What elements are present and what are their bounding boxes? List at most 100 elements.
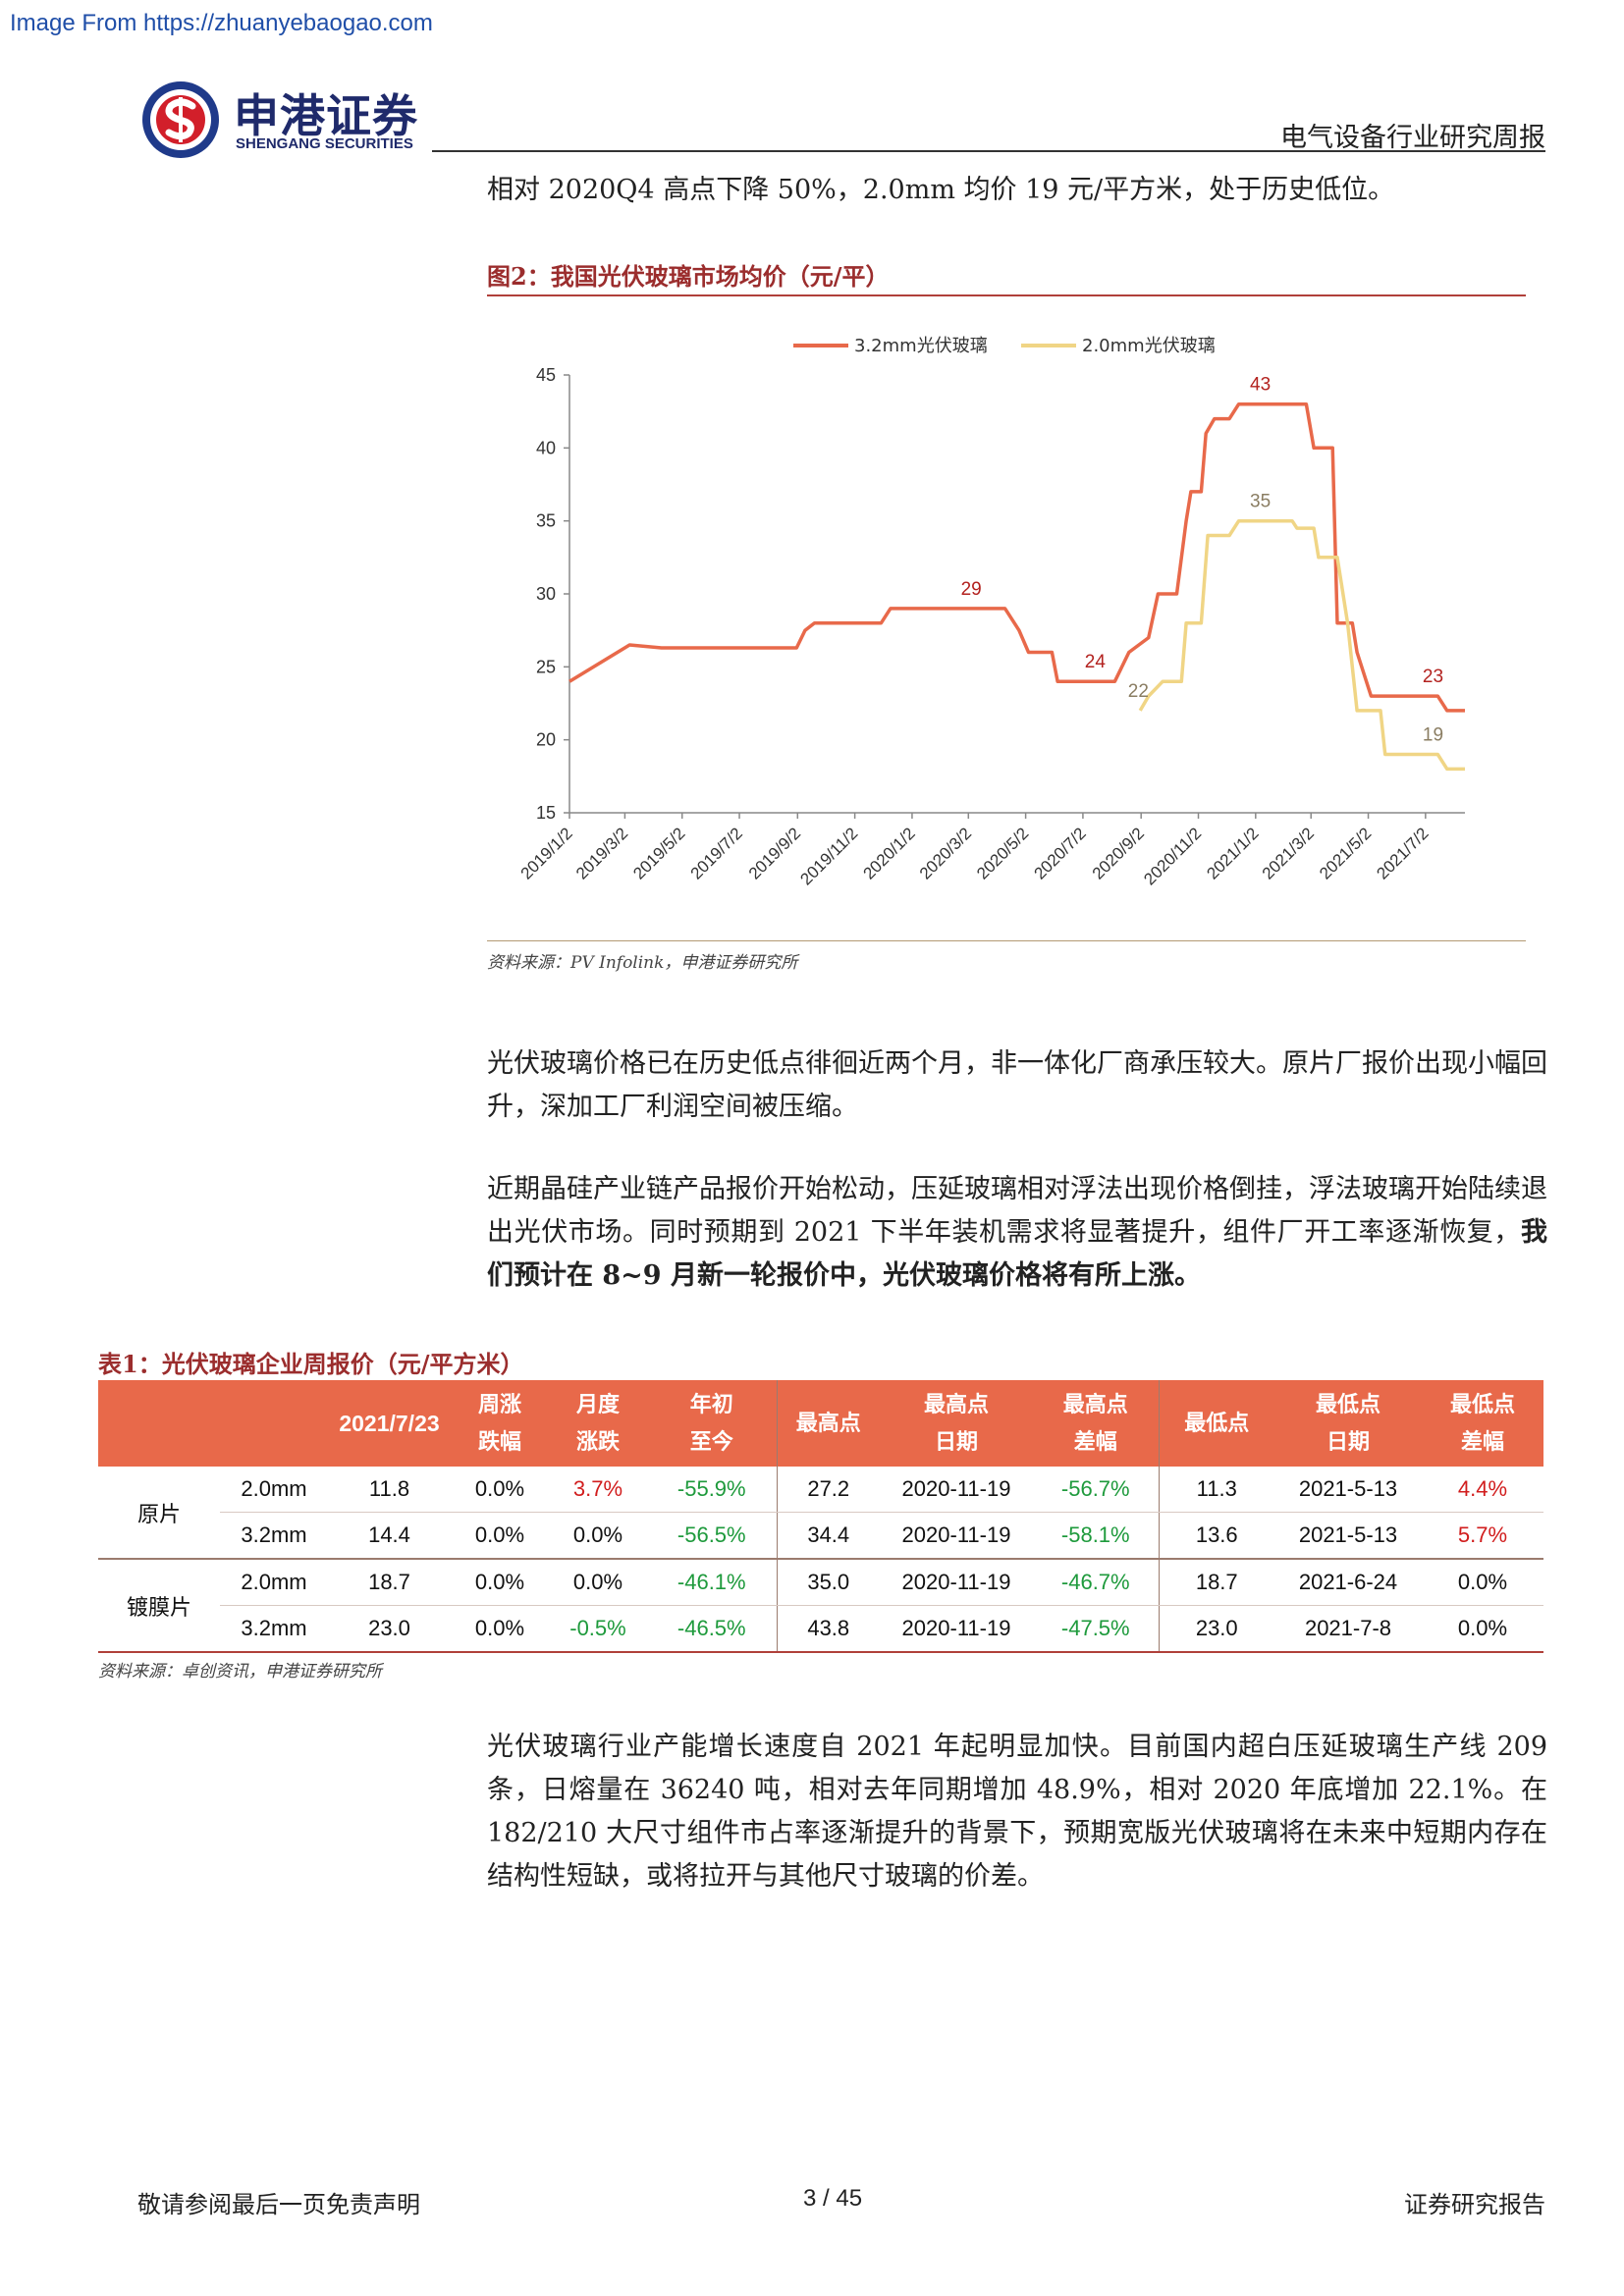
x-tick-label: 2021/7/2 xyxy=(1373,824,1432,882)
low-cell: 11.3 xyxy=(1158,1467,1274,1513)
logo-english-name: SHENGANG SECURITIES xyxy=(236,135,413,152)
spec-cell: 2.0mm xyxy=(220,1559,328,1606)
group-label-raw: 原片 xyxy=(98,1467,220,1560)
monthly-cell: 3.7% xyxy=(549,1467,647,1513)
x-tick-label: 2020/7/2 xyxy=(1031,824,1090,882)
glass-price-table: 2021/7/23 周涨 跌幅 月度 涨跌 年初 至今 最高点 最高点 日期 最高点 差幅… xyxy=(98,1380,1543,1653)
y-tick-label: 35 xyxy=(536,511,556,531)
high-date-cell: 2020-11-19 xyxy=(880,1512,1033,1560)
table-row: 镀膜片 2.0mm 18.7 0.0% 0.0% -46.1% 35.0 202… xyxy=(98,1559,1543,1653)
low-date-cell: 2021-5-13 xyxy=(1274,1467,1422,1513)
watermark: Image From https://zhuanyebaogao.com xyxy=(10,10,433,36)
table-row: 3.2mm 14.4 0.0% 0.0% -56.5% 34.4 2020-11… xyxy=(98,1512,1543,1560)
figure-top-rule xyxy=(487,294,1526,296)
low-cell: 18.7 xyxy=(1158,1559,1274,1606)
data-label: 22 xyxy=(1128,681,1149,702)
paragraph-1: 光伏玻璃价格已在历史低点徘徊近两个月，非一体化厂商承压较大。原片厂报价出现小幅回… xyxy=(487,1048,1547,1122)
price-cell: 11.8 xyxy=(328,1467,451,1513)
high-cell: 35.0 xyxy=(776,1559,880,1606)
low-date-cell: 2021-6-24 xyxy=(1274,1559,1422,1606)
monthly-cell: -0.5% xyxy=(549,1605,647,1653)
price-cell: 14.4 xyxy=(328,1512,451,1560)
high-cell: 34.4 xyxy=(776,1512,880,1560)
header-high-date: 最高点 日期 xyxy=(880,1380,1033,1467)
report-type-title: 电气设备行业研究周报 xyxy=(1280,123,1545,153)
data-label: 23 xyxy=(1423,667,1443,687)
x-tick-label: 2020/3/2 xyxy=(916,824,975,882)
data-label: 29 xyxy=(961,579,982,600)
chart-axes: 152025303540452019/1/22019/3/22019/5/220… xyxy=(517,365,1465,888)
high-date-cell: 2020-11-19 xyxy=(880,1605,1033,1653)
y-tick-label: 45 xyxy=(536,365,556,385)
figure-bottom-rule xyxy=(487,940,1526,941)
y-tick-label: 15 xyxy=(536,803,556,823)
weekly-cell: 0.0% xyxy=(451,1512,549,1560)
low-diff-cell: 4.4% xyxy=(1422,1467,1543,1513)
high-diff-cell: -46.7% xyxy=(1033,1559,1159,1606)
high-diff-cell: -56.7% xyxy=(1033,1467,1159,1513)
price-cell: 23.0 xyxy=(328,1605,451,1653)
weekly-cell: 0.0% xyxy=(451,1467,549,1513)
price-cell: 18.7 xyxy=(328,1559,451,1606)
x-tick-label: 2020/9/2 xyxy=(1089,824,1148,882)
figure-title: 图2：我国光伏玻璃市场均价（元/平） xyxy=(487,262,890,291)
ytd-cell: -46.1% xyxy=(647,1559,777,1606)
header-date: 2021/7/23 xyxy=(328,1380,451,1467)
legend-label: 2.0mm光伏玻璃 xyxy=(1082,336,1216,356)
high-cell: 43.8 xyxy=(776,1605,880,1653)
paragraph-3: 光伏玻璃行业产能增长速度自 2021 年起明显加快。目前国内超白压延玻璃生产线 … xyxy=(487,1732,1547,1892)
header-monthly: 月度 涨跌 xyxy=(549,1380,647,1467)
table-source: 资料来源：卓创资讯，申港证券研究所 xyxy=(98,1662,382,1682)
spec-cell: 3.2mm xyxy=(220,1512,328,1560)
footer-disclaimer: 敬请参阅最后一页免责声明 xyxy=(137,2191,420,2218)
logo-emblem-icon xyxy=(142,81,219,158)
data-label: 43 xyxy=(1250,375,1271,396)
header-low-diff: 最低点 差幅 xyxy=(1422,1380,1543,1467)
footer-report-label: 证券研究报告 xyxy=(1404,2191,1545,2218)
header-high: 最高点 xyxy=(776,1380,880,1467)
x-tick-label: 2019/9/2 xyxy=(745,824,804,882)
chart-legend: 3.2mm光伏玻璃 2.0mm光伏玻璃 xyxy=(793,336,1216,356)
x-tick-label: 2019/5/2 xyxy=(629,824,688,882)
high-date-cell: 2020-11-19 xyxy=(880,1467,1033,1513)
header-ytd: 年初 至今 xyxy=(647,1380,777,1467)
x-tick-label: 2020/5/2 xyxy=(973,824,1032,882)
high-diff-cell: -58.1% xyxy=(1033,1512,1159,1560)
weekly-cell: 0.0% xyxy=(451,1605,549,1653)
low-date-cell: 2021-7-8 xyxy=(1274,1605,1422,1653)
high-diff-cell: -47.5% xyxy=(1033,1605,1159,1653)
header-divider xyxy=(432,150,1545,152)
logo-chinese-name: 申港证券 xyxy=(234,89,418,142)
high-date-cell: 2020-11-19 xyxy=(880,1559,1033,1606)
header-group xyxy=(98,1380,220,1467)
low-diff-cell: 5.7% xyxy=(1422,1512,1543,1560)
table-header-row: 2021/7/23 周涨 跌幅 月度 涨跌 年初 至今 最高点 最高点 日期 最高点 差幅… xyxy=(98,1380,1543,1467)
header-spec xyxy=(220,1380,328,1467)
chart-series xyxy=(568,401,1465,772)
x-tick-label: 2020/1/2 xyxy=(860,824,919,882)
series-line-3-2mm xyxy=(568,401,1465,713)
header-high-diff: 最高点 差幅 xyxy=(1033,1380,1159,1467)
low-cell: 23.0 xyxy=(1158,1605,1274,1653)
x-tick-label: 2020/11/2 xyxy=(1140,824,1205,888)
price-line-chart: 3.2mm光伏玻璃 2.0mm光伏玻璃 15 20 25 30 35 40 45 2019/1/… xyxy=(517,336,1465,888)
low-diff-cell: 0.0% xyxy=(1422,1559,1543,1606)
table-title: 表1：光伏玻璃企业周报价（元/平方米） xyxy=(98,1350,524,1378)
high-cell: 27.2 xyxy=(776,1467,880,1513)
data-label: 19 xyxy=(1423,725,1443,746)
x-tick-label: 2019/3/2 xyxy=(572,824,631,882)
x-tick-label: 2019/11/2 xyxy=(796,824,861,888)
series-line-2-0mm xyxy=(1138,518,1465,772)
header-low-date: 最低点 日期 xyxy=(1274,1380,1422,1467)
table-row: 原片 2.0mm 11.8 0.0% 3.7% -55.9% 27.2 2020… xyxy=(98,1467,1543,1560)
group-label-coated: 镀膜片 xyxy=(98,1559,220,1653)
paragraph-2-conclusion: 我们预计在 8~9 月新一轮报价中，光伏玻璃价格将有所上涨。 xyxy=(487,1217,1547,1291)
ytd-cell: -55.9% xyxy=(647,1467,777,1513)
monthly-cell: 0.0% xyxy=(549,1559,647,1606)
y-tick-label: 20 xyxy=(536,730,556,750)
header-weekly: 周涨 跌幅 xyxy=(451,1380,549,1467)
x-tick-label: 2019/1/2 xyxy=(517,824,576,882)
figure-source: 资料来源：PV Infolink，申港证券研究所 xyxy=(487,953,798,973)
low-date-cell: 2021-5-13 xyxy=(1274,1512,1422,1560)
company-logo: 申港证券 SHENGANG SECURITIES xyxy=(139,79,424,158)
